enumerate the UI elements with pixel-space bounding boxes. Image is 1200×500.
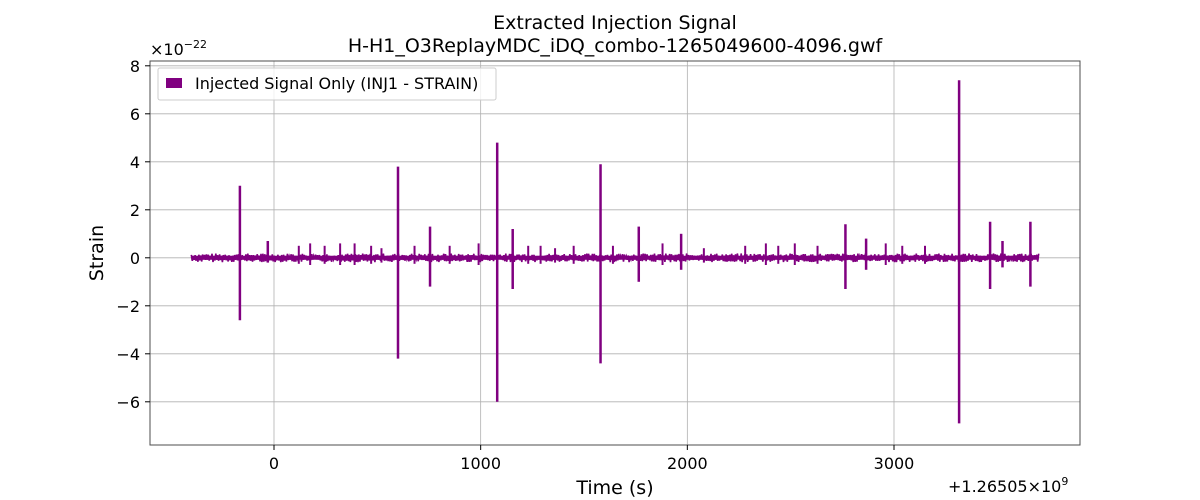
y-tick-label: −2 — [116, 297, 140, 316]
legend-label: Injected Signal Only (INJ1 - STRAIN) — [195, 74, 478, 93]
y-tick-label: 2 — [130, 201, 140, 220]
legend: Injected Signal Only (INJ1 - STRAIN) — [157, 67, 497, 101]
chart-subtitle: H-H1_O3ReplayMDC_iDQ_combo-1265049600-40… — [348, 35, 884, 57]
plot-frame — [149, 60, 1081, 446]
x-tick-label: 2000 — [667, 454, 708, 473]
y-scale-exponent: −22 — [184, 38, 207, 51]
legend-box — [157, 67, 497, 101]
x-axis-offset-label: +1.26505×109 — [948, 475, 1068, 496]
y-tick-label: 8 — [130, 57, 140, 76]
x-offset-exponent: 9 — [1061, 475, 1068, 488]
x-tick-label: 3000 — [874, 454, 915, 473]
y-axis-scale-label: ×10−22 — [150, 38, 207, 59]
grid-lines — [150, 61, 1080, 445]
y-tick-label: −6 — [116, 393, 140, 412]
x-offset-base: +1.26505×10 — [948, 477, 1061, 496]
x-axis-label: Time (s) — [575, 477, 653, 499]
y-tick-label: 0 — [130, 249, 140, 268]
x-tick-label: 0 — [269, 454, 279, 473]
series-injected-signal — [190, 80, 1040, 424]
legend-swatch — [166, 78, 182, 88]
y-tick-label: 4 — [130, 153, 140, 172]
chart-title: Extracted Injection Signal — [493, 12, 737, 34]
y-tick-label: −4 — [116, 345, 140, 364]
y-tick-label: 6 — [130, 105, 140, 124]
x-tick-label: 1000 — [460, 454, 501, 473]
y-scale-base: ×10 — [150, 40, 184, 59]
axis-ticks: 0 1000 2000 3000 −6 −4 −2 0 2 4 6 8 — [116, 57, 914, 473]
y-axis-label: Strain — [86, 225, 108, 281]
